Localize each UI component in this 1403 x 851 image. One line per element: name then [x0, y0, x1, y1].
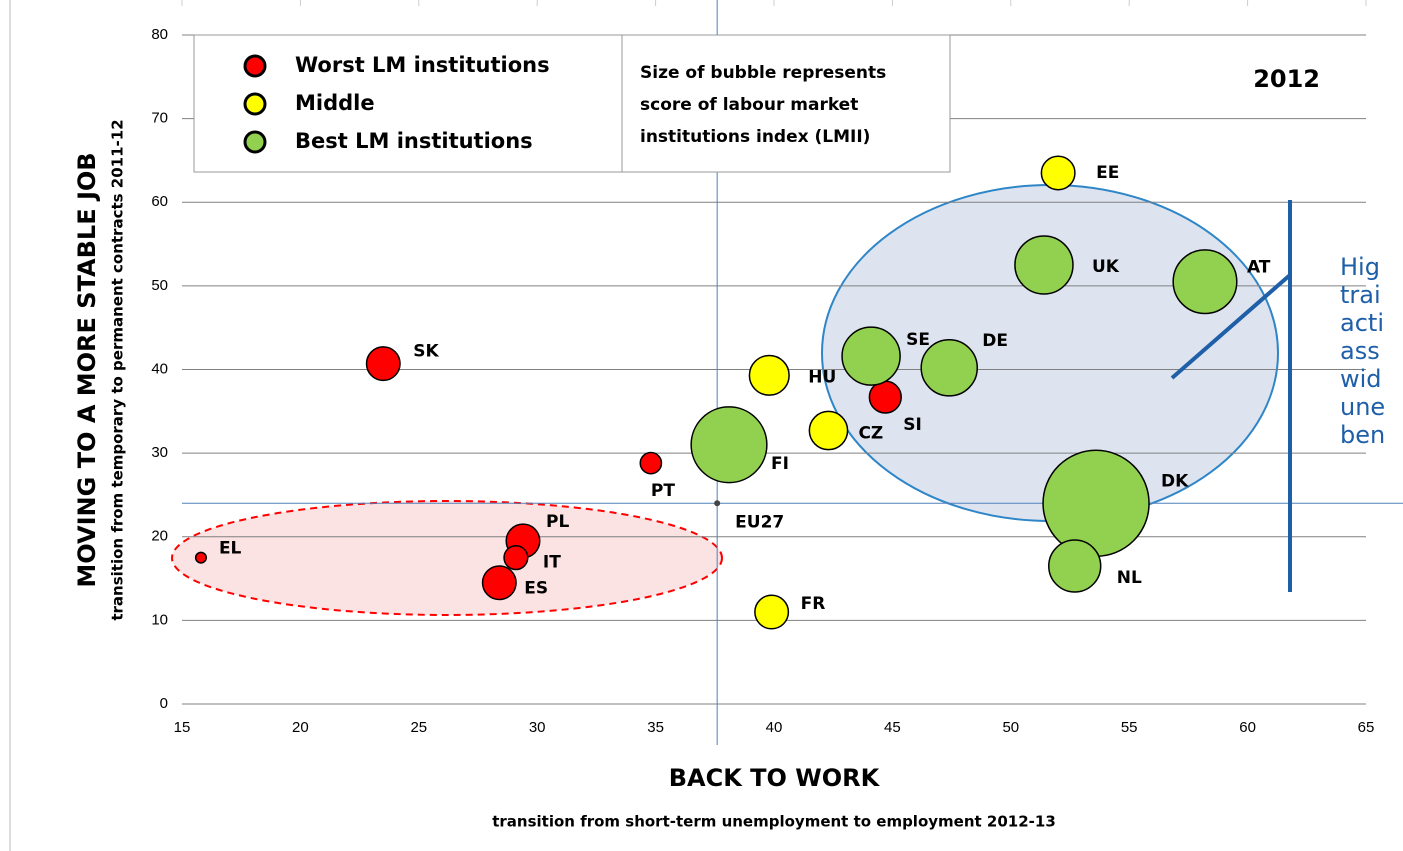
bubble [841, 326, 901, 386]
bubble-label: SI [903, 415, 922, 435]
x-title: BACK TO WORK [669, 764, 881, 792]
bubble-label: UK [1092, 257, 1120, 277]
note-box [621, 34, 951, 173]
x-tick-label: 25 [410, 719, 427, 736]
bubble [868, 380, 902, 414]
y-tick-label: 20 [151, 528, 168, 545]
bubble-label: FI [771, 454, 789, 474]
legend-label: Worst LM institutions [295, 53, 550, 77]
side-note: trai [1340, 281, 1381, 309]
legend-label: Middle [295, 91, 375, 115]
bubble [194, 551, 207, 564]
highlight-ellipse [171, 500, 723, 616]
bracket [1170, 273, 1292, 380]
size-note: institutions index (LMII) [640, 127, 870, 147]
bubble [754, 594, 790, 630]
reference-point [714, 500, 721, 507]
bubble-label: CZ [858, 424, 883, 444]
bubble-label: SE [906, 330, 930, 350]
x-tick-label: 15 [174, 719, 191, 736]
bubble-label: DE [982, 331, 1008, 351]
bubble-label: ES [524, 579, 548, 599]
bubble-label: FR [801, 594, 826, 614]
bubble [639, 451, 663, 475]
bubble-label: DK [1161, 471, 1189, 491]
bubble [1042, 449, 1150, 558]
y-tick-label: 70 [151, 110, 168, 127]
x-subtitle: transition from short-term unemployment … [492, 813, 1056, 831]
y-tick-label: 10 [151, 611, 168, 628]
bubble-label: NL [1117, 568, 1142, 588]
x-tick-label: 40 [766, 719, 783, 736]
bubble [1172, 249, 1238, 315]
bubble [748, 354, 790, 396]
side-note: acti [1340, 309, 1384, 337]
bubble-label: EE [1096, 163, 1119, 183]
y-title: MOVING TO A MORE STABLE JOB [73, 152, 101, 587]
bubble-label: SK [413, 342, 439, 362]
bubble-label: IT [543, 553, 561, 573]
bubble [1048, 539, 1102, 593]
bubble [1014, 235, 1074, 295]
bubble [690, 406, 768, 484]
x-tick-label: 60 [1239, 719, 1256, 736]
x-tick-label: 20 [292, 719, 309, 736]
x-tick-label: 50 [1002, 719, 1019, 736]
legend-label: Best LM institutions [295, 129, 533, 153]
size-note: score of labour market [640, 95, 858, 115]
bubble [808, 410, 849, 451]
y-tick-label: 80 [151, 26, 168, 43]
y-tick-label: 60 [151, 193, 168, 210]
bubble [920, 339, 979, 397]
y-subtitle: transition from temporary to permanent c… [109, 119, 127, 620]
size-note: Size of bubble represents [640, 63, 886, 83]
bubble-label: PT [651, 481, 675, 501]
x-tick-label: 65 [1358, 719, 1375, 736]
bubble-label: AT [1247, 258, 1271, 278]
bubble-label: PL [546, 512, 569, 532]
side-note: ben [1340, 421, 1385, 449]
y-tick-label: 0 [160, 695, 168, 712]
marks: EU27 EL SK PT PL IT ES SI EE HU CZ FR FI SE DE UK AT DK NL [194, 155, 1271, 630]
bubble [365, 346, 401, 382]
x-tick-label: 55 [1121, 719, 1138, 736]
x-tick-label: 45 [884, 719, 901, 736]
y-tick-label: 50 [151, 277, 168, 294]
y-tick-label: 40 [151, 360, 168, 377]
legend-marker [243, 130, 267, 154]
side-note: une [1340, 393, 1385, 421]
x-tick-label: 30 [529, 719, 546, 736]
bubble [503, 545, 529, 571]
bubble [481, 565, 517, 601]
bubble-label: HU [808, 367, 836, 387]
bubble-label: EL [219, 539, 242, 559]
legend-marker [243, 54, 267, 78]
x-tick-label: 35 [647, 719, 664, 736]
y-tick-label: 30 [151, 444, 168, 461]
bubble [1040, 155, 1076, 191]
legend-marker [243, 92, 267, 116]
side-note: ass [1340, 337, 1380, 365]
side-note: Hig [1340, 253, 1380, 281]
side-note: wid [1340, 365, 1382, 393]
reference-label: EU27 [735, 512, 784, 532]
year-label: 2012 [1253, 65, 1320, 93]
